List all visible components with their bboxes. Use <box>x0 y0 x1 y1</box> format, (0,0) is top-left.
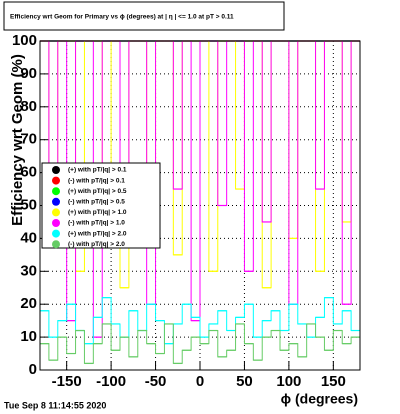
legend-label: (-) with pT/|q| > 0.5 <box>68 199 125 206</box>
legend-marker <box>52 229 60 238</box>
y-tick-label: 40 <box>20 229 37 246</box>
x-tick-label: 150 <box>321 373 346 390</box>
y-tick-label: 100 <box>12 32 37 49</box>
legend-label: (+) with pT/|q| > 2.0 <box>68 230 127 237</box>
y-tick-label: 0 <box>29 361 37 378</box>
legend-box <box>41 162 161 249</box>
frame <box>39 40 361 371</box>
legend-marker <box>52 197 60 206</box>
y-tick-label: 90 <box>20 65 37 82</box>
y-tick-label: 20 <box>20 295 37 312</box>
y-axis-label: Efficiency wrt Geom (%) <box>9 54 26 226</box>
y-tick-label: 50 <box>20 196 37 213</box>
legend-marker <box>52 240 60 249</box>
legend-marker <box>52 187 60 196</box>
x-axis-label: ϕ (degrees) <box>281 391 358 407</box>
y-tick-label: 70 <box>20 131 37 148</box>
series <box>40 323 360 365</box>
legend: (+) with pT/|q| > 0.1 (-) with pT/|q| > 0… <box>41 162 161 249</box>
legend-label: (+) with pT/|q| > 0.5 <box>68 188 127 195</box>
y-tick-label: 10 <box>20 328 37 345</box>
y-tick-label: 80 <box>20 98 37 115</box>
x-tick-label: 50 <box>236 373 253 390</box>
x-tick-label: -50 <box>145 373 167 390</box>
legend-label: (+) with pT/|q| > 0.1 <box>68 167 127 174</box>
step-outline <box>40 323 360 364</box>
legend-label: (-) with pT/|q| > 2.0 <box>68 241 125 248</box>
y-tick-label: 30 <box>20 262 37 279</box>
x-tick-label: -150 <box>52 373 82 390</box>
x-tick-label: 0 <box>196 373 204 390</box>
y-tick-label: 60 <box>20 164 37 181</box>
chart-title: Efficiency wrt Geom for Primary vs ϕ (de… <box>10 14 234 21</box>
title-box <box>3 1 285 31</box>
timestamp: Tue Sep 8 11:14:55 2020 <box>4 400 106 410</box>
x-tick-label: 100 <box>276 373 301 390</box>
x-tick-label: -100 <box>96 373 126 390</box>
legend-label: (-) with pT/|q| > 0.1 <box>68 177 125 184</box>
legend-marker <box>52 219 60 227</box>
legend-marker <box>52 166 60 174</box>
legend-label: (-) with pT/|q| > 1.0 <box>68 220 125 227</box>
legend-marker <box>52 208 60 217</box>
legend-marker <box>52 176 60 185</box>
legend-label: (+) with pT/|q| > 1.0 <box>68 209 127 216</box>
